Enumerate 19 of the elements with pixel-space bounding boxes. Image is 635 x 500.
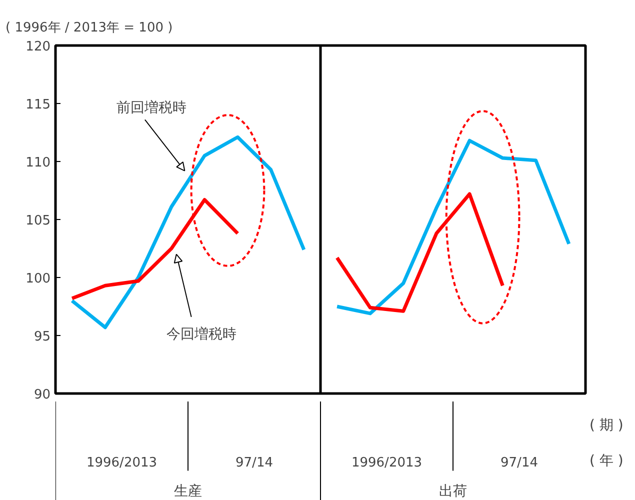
- y-tick-label: 105: [26, 214, 51, 228]
- text: 97/14: [500, 455, 538, 470]
- text: 出荷: [439, 484, 467, 500]
- y-tick-label: 110: [26, 156, 51, 170]
- text: 97/14: [236, 455, 273, 470]
- text: 今回増税時: [166, 325, 236, 342]
- text: 1996/2013: [351, 455, 422, 470]
- text: 生産: [174, 484, 202, 500]
- line-series: [335, 138, 571, 316]
- y-tick-label: 120: [26, 40, 51, 54]
- y-tick-label: 90: [34, 388, 51, 402]
- text: ( 期 ): [590, 417, 624, 434]
- y-tick-label: 100: [26, 272, 51, 286]
- y-axis-title: ( 1996年 / 2013年 = 100 ): [6, 20, 173, 36]
- text: 1996/2013: [86, 455, 158, 470]
- text: 前回増税時: [116, 99, 187, 116]
- y-tick-label: 95: [34, 330, 51, 344]
- text: ( 年 ): [590, 452, 624, 469]
- y-tick-label: 115: [26, 98, 51, 112]
